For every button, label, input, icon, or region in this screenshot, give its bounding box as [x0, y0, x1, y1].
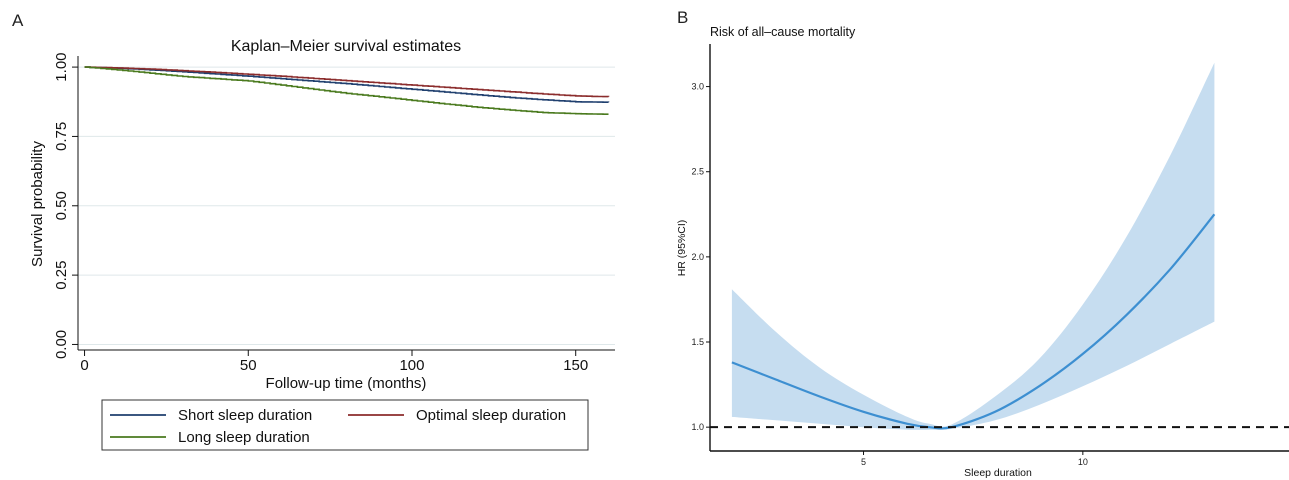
km-y-tick-label: 0.25	[53, 261, 70, 290]
km-curve-long	[84, 66, 609, 115]
rcs-plot-area	[710, 62, 1289, 430]
rcs-y-tick-label: 1.5	[691, 337, 704, 347]
rcs-y-tick-label: 1.0	[691, 422, 704, 432]
km-survival-curves	[84, 66, 610, 115]
legend-label-optimal: Optimal sleep duration	[416, 407, 566, 424]
rcs-confidence-band	[731, 62, 1215, 430]
rcs-y-tick-label: 2.0	[691, 252, 704, 262]
rcs-x-tick-label: 5	[861, 457, 866, 467]
km-x-tick-label: 150	[563, 357, 588, 374]
rcs-chart-title: Risk of all–cause mortality	[710, 25, 856, 39]
rcs-y-axis-label: HR (95%CI)	[676, 220, 688, 277]
panel-b-restricted-cubic-spline: B Risk of all–cause mortality 1.0 1.5 2.0 2…	[676, 8, 1289, 479]
km-y-tick-label: 0.50	[53, 191, 70, 220]
km-gridlines	[78, 66, 615, 345]
rcs-axes: 1.0 1.5 2.0 2.5 3.0 5 10	[691, 44, 1289, 467]
rcs-y-tick-label: 3.0	[691, 82, 704, 92]
km-curve-short	[84, 66, 610, 103]
panel-a-kaplan-meier: A Kaplan–Meier survival estimates 0.000.…	[12, 11, 615, 451]
km-x-tick-label: 100	[399, 357, 424, 374]
legend-label-short: Short sleep duration	[178, 407, 312, 424]
rcs-x-tick-label: 10	[1078, 457, 1088, 467]
km-y-tick-label: 0.75	[53, 122, 70, 151]
km-legend: Short sleep duration Optimal sleep durat…	[101, 399, 589, 451]
km-axes: 0.00 0.25 0.50 0.75 1.00 0 50 100 150	[53, 52, 615, 374]
km-x-axis-label: Follow-up time (months)	[266, 375, 427, 392]
panel-b-letter: B	[677, 8, 688, 27]
km-y-tick-label: 1.00	[53, 52, 70, 81]
km-x-tick-label: 0	[80, 357, 88, 374]
km-x-tick-label: 50	[240, 357, 257, 374]
rcs-x-axis-label: Sleep duration	[964, 467, 1032, 479]
rcs-y-tick-label: 2.5	[691, 167, 704, 177]
km-y-axis-label: Survival probability	[29, 141, 46, 267]
legend-box	[101, 399, 589, 451]
km-chart-title: Kaplan–Meier survival estimates	[231, 38, 461, 55]
legend-label-long: Long sleep duration	[178, 429, 310, 446]
km-y-tick-label: 0.00	[53, 330, 70, 359]
km-curve-optimal	[84, 66, 610, 98]
panel-a-letter: A	[12, 11, 24, 30]
